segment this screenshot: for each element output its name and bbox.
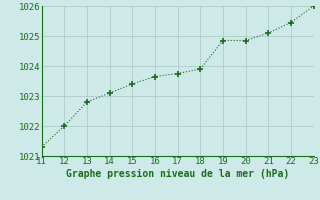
X-axis label: Graphe pression niveau de la mer (hPa): Graphe pression niveau de la mer (hPa) <box>66 169 289 179</box>
